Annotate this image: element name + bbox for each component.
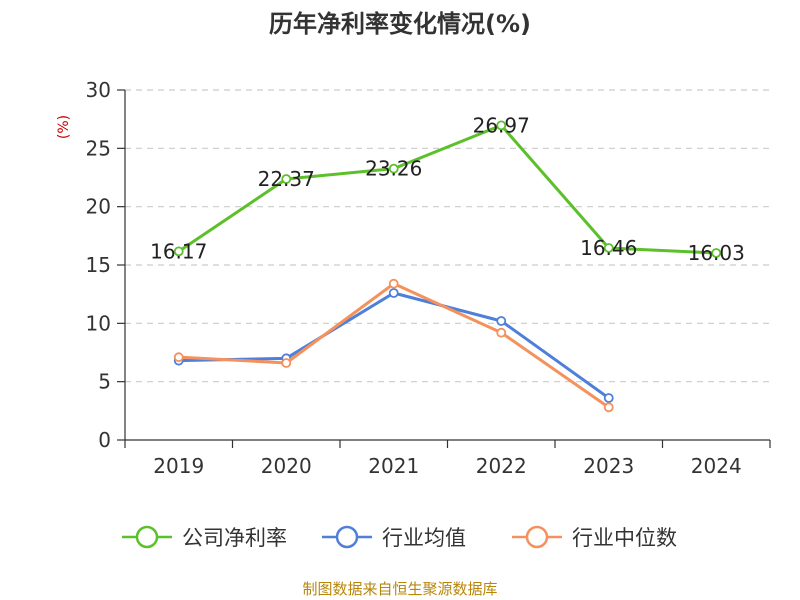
x-tick-label: 2024 — [691, 454, 742, 478]
x-tick-label: 2023 — [583, 454, 634, 478]
data-point — [173, 352, 184, 363]
data-point — [281, 174, 292, 184]
gridlines — [125, 89, 770, 383]
data-labels: 16.17 22.37 23.26 26.97 16.46 16.03 — [150, 113, 745, 265]
data-label: 26.97 — [473, 113, 530, 137]
y-axis-label: (%) — [56, 115, 72, 139]
data-label: 22.37 — [258, 167, 315, 191]
data-point — [496, 327, 507, 338]
data-label: 16.17 — [150, 239, 207, 263]
legend: 公司净利率 行业均值 行业中位数 — [122, 525, 677, 550]
x-tick-label: 2021 — [368, 454, 419, 478]
legend-marker-icon — [335, 525, 359, 549]
data-point — [388, 163, 399, 174]
y-tick-label: 0 — [98, 428, 111, 452]
data-point — [496, 120, 507, 131]
legend-marker-icon — [525, 525, 549, 549]
data-point — [603, 393, 614, 403]
data-point — [173, 246, 184, 257]
y-tick-label: 15 — [86, 253, 111, 277]
legend-label: 公司净利率 — [182, 526, 287, 550]
data-point — [603, 243, 614, 253]
x-tick-label: 2020 — [261, 454, 312, 478]
legend-label: 行业中位数 — [572, 526, 677, 550]
series-group — [173, 120, 722, 413]
series-line-2 — [178, 282, 610, 409]
x-tick-label: 2019 — [153, 454, 204, 478]
series-line-0 — [177, 123, 717, 255]
y-tick-label: 5 — [98, 370, 111, 394]
data-label: 16.46 — [580, 236, 637, 260]
data-point — [496, 316, 507, 326]
y-tick-label: 25 — [86, 136, 111, 160]
chart-title: 历年净利率变化情况(%) — [269, 10, 531, 38]
legend-marker-icon — [135, 525, 159, 549]
data-point — [603, 402, 614, 413]
data-point — [388, 288, 399, 298]
source-note: 制图数据来自恒生聚源数据库 — [302, 580, 497, 598]
legend-label: 行业均值 — [382, 526, 466, 550]
data-label: 16.03 — [688, 241, 745, 265]
data-label: 23.26 — [365, 157, 422, 181]
data-point — [711, 248, 722, 258]
data-point — [281, 358, 292, 368]
x-tick-label: 2022 — [476, 454, 527, 478]
axes: 0 5 10 15 20 25 30 2019 2020 2021 2022 2023 2024 — [86, 78, 771, 478]
data-point — [388, 278, 399, 289]
y-tick-label: 10 — [86, 311, 111, 335]
y-tick-label: 20 — [86, 195, 111, 219]
y-tick-label: 30 — [86, 78, 111, 102]
